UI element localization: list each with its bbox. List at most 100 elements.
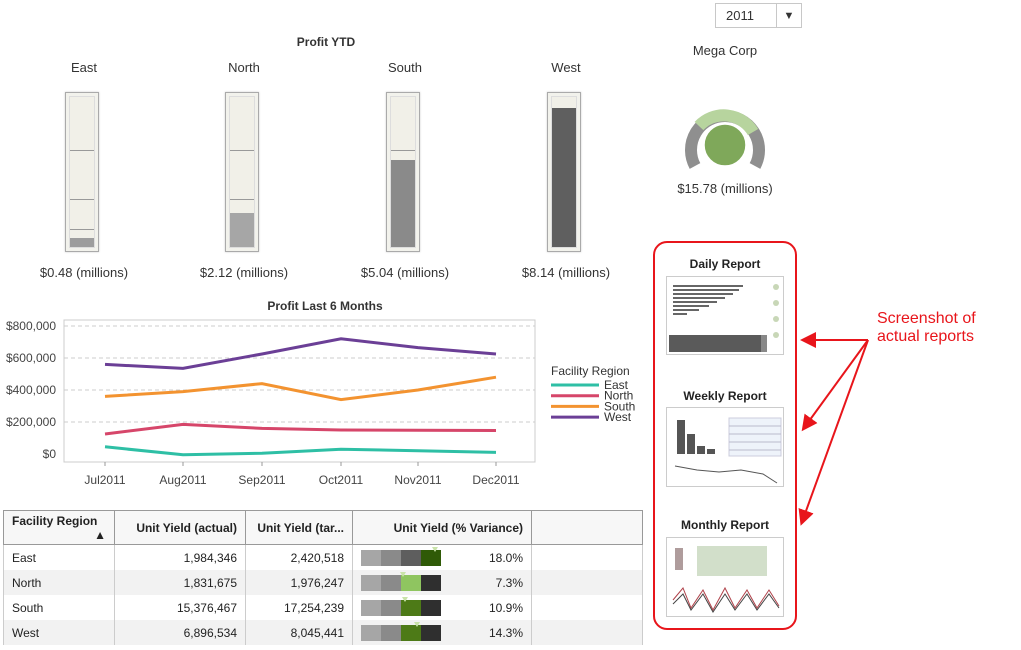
- cell-variance: 10.9%: [352, 595, 532, 620]
- column-header-target[interactable]: Unit Yield (tar...: [245, 510, 353, 545]
- cell-actual: 15,376,467: [114, 595, 246, 620]
- x-tick-label: Sep2011: [238, 473, 285, 487]
- weekly-report-preview-icon: [674, 417, 782, 484]
- table-header-row: Facility Region ▲ Unit Yield (actual) Un…: [3, 510, 643, 545]
- cell-empty: [531, 595, 643, 620]
- year-value: 2011: [726, 8, 754, 23]
- legend-label-west: West: [604, 410, 632, 424]
- x-tick-label: Jul2011: [84, 473, 125, 487]
- callout-text: Screenshot of actual reports: [877, 310, 976, 346]
- region-value-east: $0.48 (millions): [39, 265, 129, 280]
- bar-gridline: [70, 199, 94, 200]
- legend-label-south: South: [604, 399, 635, 413]
- monthly-report-preview-icon: [672, 546, 780, 613]
- column-header-variance[interactable]: Unit Yield (% Variance): [352, 510, 532, 545]
- corp-value: $15.78 (millions): [677, 181, 773, 196]
- y-tick-label: $600,000: [6, 351, 56, 365]
- bar-fill: [230, 212, 254, 247]
- variance-value: 10.9%: [488, 600, 523, 615]
- legend-label-north: North: [604, 389, 633, 403]
- series-line-west[interactable]: [104, 337, 497, 370]
- weekly-report-thumbnail[interactable]: [666, 407, 784, 487]
- bar-gridline: [230, 149, 254, 151]
- cell-target: 8,045,441: [245, 620, 353, 645]
- region-label-east: East: [70, 60, 97, 75]
- variance-bullet-bar: [361, 621, 441, 641]
- table-row[interactable]: South 15,376,467 17,254,239 10.9%: [3, 595, 643, 620]
- region-value-north: $2.12 (millions): [199, 265, 289, 280]
- sort-ascending-icon[interactable]: ▲: [94, 527, 106, 542]
- profit-ytd-title: Profit YTD: [296, 35, 356, 49]
- region-value-south: $5.04 (millions): [360, 265, 450, 280]
- bar-gridline: [391, 149, 415, 151]
- cell-region: East: [3, 544, 115, 570]
- bar-gridline: [70, 149, 94, 151]
- cell-actual: 6,896,534: [114, 620, 246, 645]
- cell-target: 17,254,239: [245, 595, 353, 620]
- variance-bullet-bar: [361, 596, 441, 616]
- callout-line-2: actual reports: [877, 328, 974, 345]
- profit-bar-south[interactable]: [386, 92, 420, 252]
- bar-track: [551, 96, 577, 248]
- monthly-report-title: Monthly Report: [681, 518, 769, 532]
- bar-fill: [70, 238, 94, 247]
- cell-target: 2,420,518: [245, 544, 353, 570]
- bar-track: [390, 96, 416, 248]
- bar-fill: [552, 107, 576, 247]
- y-tick-label: $0: [43, 447, 57, 461]
- table-row[interactable]: West 6,896,534 8,045,441 14.3%: [3, 620, 643, 645]
- bar-track: [229, 96, 255, 248]
- region-label-north: North: [228, 60, 260, 75]
- x-tick-label: Dec2011: [472, 473, 519, 487]
- x-tick-label: Oct2011: [319, 473, 364, 487]
- cell-actual: 1,831,675: [114, 570, 246, 595]
- column-header-region[interactable]: Facility Region ▲: [3, 510, 115, 545]
- target-marker-icon: [402, 596, 408, 602]
- series-line-south[interactable]: [104, 375, 497, 402]
- y-tick-label: $400,000: [6, 383, 56, 397]
- target-marker-icon: [432, 546, 439, 552]
- cell-region: West: [3, 620, 115, 645]
- cell-target: 1,976,247: [245, 570, 353, 595]
- target-marker-icon: [399, 571, 406, 577]
- bar-fill: [391, 160, 415, 247]
- corp-name: Mega Corp: [692, 43, 758, 58]
- profit-bar-east[interactable]: [65, 92, 99, 252]
- variance-value: 18.0%: [488, 550, 523, 565]
- monthly-report-thumbnail[interactable]: [666, 537, 784, 617]
- reports-highlight-box: [653, 241, 797, 630]
- series-line-north[interactable]: [104, 422, 497, 436]
- unit-yield-table: Facility Region ▲ Unit Yield (actual) Un…: [3, 510, 643, 645]
- profit-line-chart: $0 $200,000 $400,000 $600,000 $800,000 Jul201…: [6, 319, 635, 487]
- daily-report-title: Daily Report: [689, 257, 761, 271]
- year-dropdown[interactable]: 2011 ▼: [715, 3, 802, 28]
- target-marker-icon: [414, 621, 420, 627]
- y-tick-label: $800,000: [6, 319, 56, 333]
- bar-gridline: [230, 199, 254, 200]
- cell-empty: [531, 544, 643, 570]
- legend-label-east: East: [604, 378, 629, 392]
- table-row[interactable]: East 1,984,346 2,420,518 18.0%: [3, 544, 643, 570]
- variance-value: 14.3%: [488, 625, 523, 640]
- callout-arrows: [798, 332, 869, 526]
- cell-variance: 7.3%: [352, 570, 532, 595]
- profit-bar-north[interactable]: [225, 92, 259, 252]
- column-header-actual[interactable]: Unit Yield (actual): [114, 510, 246, 545]
- profit-bar-west[interactable]: [547, 92, 581, 252]
- cell-empty: [531, 570, 643, 595]
- dropdown-arrow-icon[interactable]: ▼: [776, 4, 801, 27]
- series-line-east[interactable]: [104, 445, 497, 457]
- variance-value: 7.3%: [495, 575, 523, 590]
- table-row[interactable]: North 1,831,675 1,976,247 7.3%: [3, 570, 643, 595]
- x-tick-label: Aug2011: [159, 473, 206, 487]
- cell-empty: [531, 620, 643, 645]
- cell-actual: 1,984,346: [114, 544, 246, 570]
- daily-report-thumbnail[interactable]: [666, 276, 784, 355]
- legend-title: Facility Region: [551, 364, 630, 378]
- region-label-west: West: [551, 60, 581, 75]
- weekly-report-title: Weekly Report: [683, 389, 767, 403]
- cell-variance: 14.3%: [352, 620, 532, 645]
- variance-bullet-bar: [361, 571, 441, 591]
- line-chart-title: Profit Last 6 Months: [267, 299, 383, 313]
- cell-region: South: [3, 595, 115, 620]
